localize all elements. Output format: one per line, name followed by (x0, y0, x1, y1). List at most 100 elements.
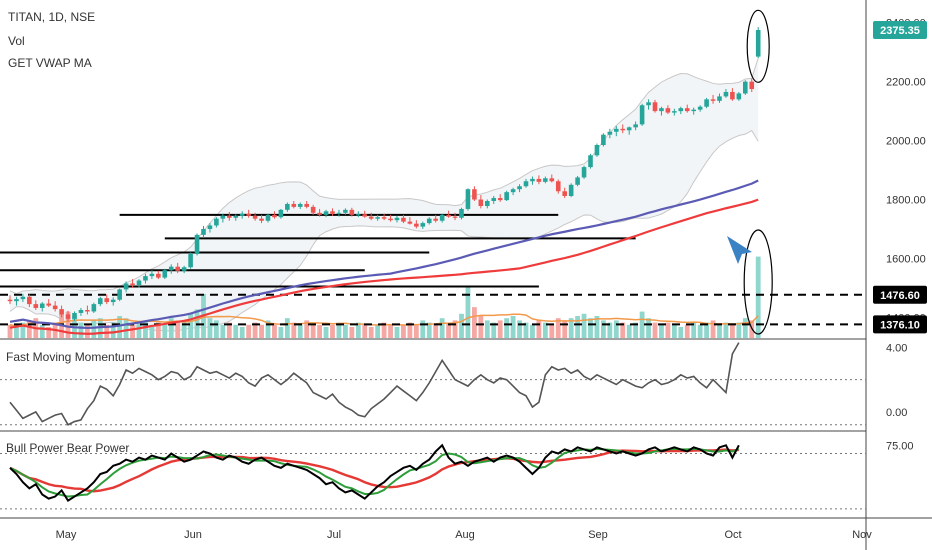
volume-bar (484, 320, 490, 338)
candle-body (188, 254, 193, 268)
candle-body (356, 214, 361, 216)
time-axis-label: Nov (852, 529, 872, 541)
time-axis-label: Oct (724, 529, 741, 541)
volume-bar (175, 320, 181, 338)
candle-body (523, 181, 529, 187)
candle-body (27, 296, 32, 305)
candle-body (588, 155, 593, 168)
candle-body (562, 191, 567, 196)
candle-body (626, 127, 632, 131)
band-upper (9, 57, 759, 295)
candle-body (46, 303, 51, 306)
candle-body (691, 109, 696, 112)
volume-bar (665, 322, 671, 338)
level-2-tag-bg (873, 315, 927, 334)
candle-body (485, 200, 490, 206)
volume-bar (330, 324, 335, 338)
time-axis-label: Sep (588, 529, 608, 541)
candle-body (736, 93, 742, 100)
volume-bar (123, 318, 129, 338)
candle-body (368, 216, 374, 219)
momentum-line (9, 342, 740, 426)
price-axis-label: 2200.00 (886, 77, 926, 89)
candle-body (420, 223, 426, 227)
volume-bar (226, 322, 232, 338)
level-1-tag-bg (873, 285, 927, 304)
volume-bar (188, 313, 193, 338)
candle-body (504, 192, 509, 201)
volume-bar (239, 327, 245, 338)
moving-averages (9, 179, 759, 335)
volume-bar (349, 327, 355, 338)
candle-body (252, 215, 258, 219)
candle-body (414, 223, 419, 227)
time-axis-label: May (56, 529, 77, 541)
candle-body (136, 280, 142, 285)
volume-bar (375, 324, 381, 338)
candle-body (633, 124, 638, 128)
volume-bar (246, 324, 252, 338)
volume-bar (523, 322, 529, 338)
volume-bar (162, 324, 168, 338)
candle-body (285, 203, 290, 210)
volume-bar (14, 327, 19, 338)
price-axis-label: 1600.00 (886, 253, 926, 265)
candle-body (555, 181, 561, 192)
volume-bar (85, 324, 90, 338)
bull-bear-pane: Bull Power Bear Power 75.00 (0, 441, 914, 510)
volume-bar (214, 320, 219, 338)
candle-body (646, 102, 651, 106)
volume-bar (575, 316, 580, 338)
volume-bar (413, 324, 419, 338)
volume-bar (671, 324, 677, 338)
candle-body (607, 131, 613, 135)
volume-bar (562, 320, 568, 338)
volume-bar (233, 324, 239, 338)
volume-bar (136, 322, 142, 338)
candle-body (549, 178, 555, 182)
price-axis-label: 1800.00 (886, 195, 926, 207)
volume-bar (355, 322, 361, 338)
volume-bar (143, 320, 148, 338)
volume-bar (362, 324, 368, 338)
candle-body (59, 309, 64, 315)
candle-body (181, 267, 187, 271)
volume-bar (723, 322, 729, 338)
candle-body (536, 178, 542, 182)
volume-bar (110, 322, 116, 338)
candle-body (465, 189, 471, 209)
volume-bar (652, 322, 658, 338)
volume-bar (323, 327, 329, 338)
candle-body (710, 99, 716, 101)
candle-body (491, 198, 497, 201)
volume-bar (510, 316, 516, 338)
annotations (727, 9, 773, 335)
level-1-tag: 1476.60 (880, 290, 920, 302)
candle-body (543, 178, 548, 182)
candle-body (194, 234, 200, 255)
candle-body (265, 214, 271, 221)
candle-body (233, 215, 239, 218)
candle-body (130, 283, 135, 285)
candle-body (343, 209, 348, 213)
volume-bar (517, 320, 522, 338)
candle-body (530, 178, 535, 182)
momentum-pane: Fast Moving Momentum 4.00 0.00 (0, 342, 907, 426)
volume-bar (259, 324, 264, 338)
volume-bar (420, 320, 426, 338)
candle-body (446, 214, 451, 217)
volume-bar (26, 320, 32, 338)
candle-body (323, 211, 329, 215)
volume-bar (504, 318, 510, 338)
volume-bar (755, 256, 761, 338)
volume-bar (388, 324, 393, 338)
bullbear-green-line (9, 447, 740, 498)
candle-body (14, 299, 19, 302)
candle-body (381, 217, 387, 219)
volume-bar (601, 320, 606, 338)
candle-body (362, 214, 368, 217)
candle-body (117, 289, 122, 300)
